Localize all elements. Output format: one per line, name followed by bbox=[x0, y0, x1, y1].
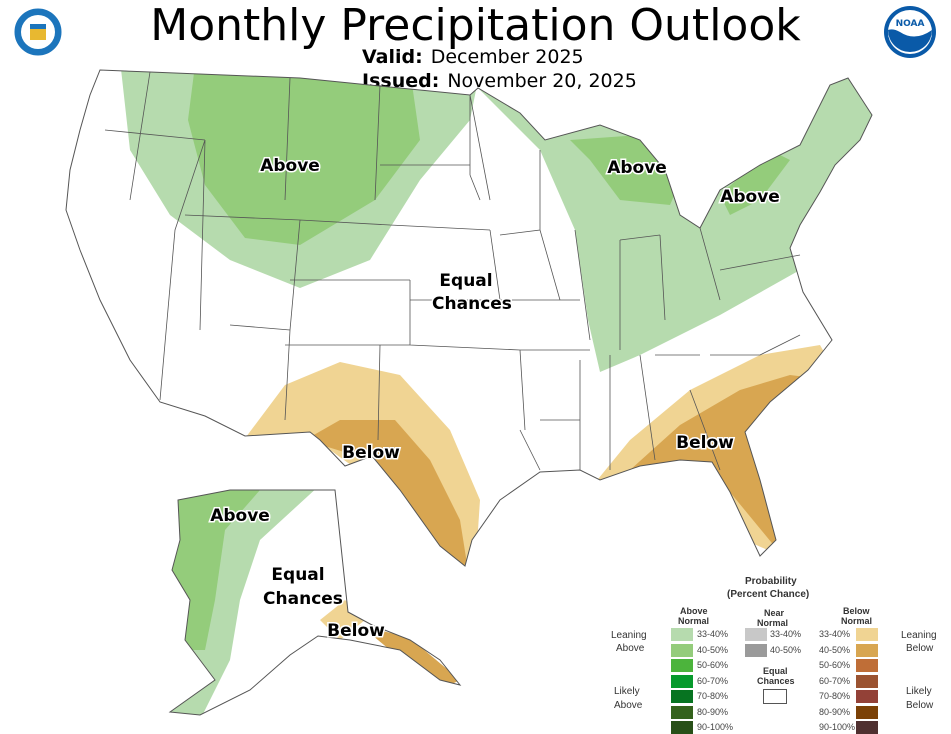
commerce-seal-logo bbox=[13, 7, 63, 57]
equal-chances-label: Equal bbox=[763, 666, 788, 676]
above-header-2: Normal bbox=[678, 616, 710, 626]
leaning-above-label-2: Above bbox=[616, 643, 645, 654]
above-normal-swatch bbox=[671, 705, 693, 719]
below-header: Below bbox=[843, 606, 870, 616]
likely-above-label-2: Above bbox=[614, 700, 643, 711]
label-mi-above: Above bbox=[607, 158, 667, 178]
label-chances: Chances bbox=[432, 294, 512, 314]
above-normal-swatch bbox=[671, 721, 693, 734]
above-normal-swatch bbox=[671, 690, 693, 703]
above-normal-swatch bbox=[671, 674, 693, 688]
region-sw-below-40-50 bbox=[305, 420, 468, 566]
label-se-below: Below bbox=[676, 433, 734, 453]
noaa-logo: NOAA bbox=[884, 6, 936, 58]
near-header: Near bbox=[764, 608, 785, 618]
near-normal-range: 40-50% bbox=[770, 644, 802, 655]
label-ak-chances: Chances bbox=[263, 589, 343, 609]
likely-below-label-2: Below bbox=[906, 700, 934, 711]
legend-title: Probability bbox=[745, 576, 797, 587]
below-normal-swatch bbox=[856, 643, 878, 657]
label-sw-below: Below bbox=[342, 443, 400, 463]
valid-line: Valid: December 2025 bbox=[362, 46, 584, 68]
near-normal-range: 33-40% bbox=[770, 629, 802, 639]
label-ne-above: Above bbox=[720, 187, 780, 207]
above-normal-swatch bbox=[671, 659, 693, 672]
above-normal-swatch bbox=[671, 628, 693, 641]
below-normal-range: 70-80% bbox=[819, 691, 851, 701]
below-normal-swatch bbox=[856, 659, 878, 672]
legend-subtitle: (Percent Chance) bbox=[727, 589, 810, 600]
leaning-below-label-2: Below bbox=[906, 643, 934, 654]
leaning-below-label: Leaning bbox=[901, 630, 937, 641]
below-normal-swatch bbox=[856, 690, 878, 703]
equal-chances-swatch bbox=[763, 689, 787, 704]
region-ny-above-40-50 bbox=[720, 150, 790, 215]
near-normal-swatch bbox=[745, 628, 767, 641]
label-nw-above: Above bbox=[260, 156, 320, 176]
below-normal-range: 33-40% bbox=[819, 629, 851, 639]
above-normal-range: 90-100% bbox=[697, 722, 734, 732]
likely-above-label: Likely bbox=[614, 686, 640, 697]
below-normal-range: 50-60% bbox=[819, 660, 851, 670]
below-normal-swatch bbox=[856, 674, 878, 688]
below-normal-range: 60-70% bbox=[819, 675, 851, 686]
below-normal-swatch bbox=[856, 628, 878, 641]
valid-value: December 2025 bbox=[430, 46, 584, 68]
svg-text:NOAA: NOAA bbox=[896, 19, 925, 29]
above-normal-range: 40-50% bbox=[697, 644, 729, 655]
near-header-2: Normal bbox=[757, 618, 789, 628]
below-header-2: Normal bbox=[841, 616, 873, 626]
valid-label: Valid: bbox=[362, 46, 423, 68]
below-normal-swatch bbox=[856, 705, 878, 719]
issued-line: Issued: November 20, 2025 bbox=[362, 70, 637, 92]
label-equal: Equal bbox=[439, 271, 492, 291]
leaning-above-label: Leaning bbox=[611, 630, 647, 641]
page-title: Monthly Precipitation Outlook bbox=[150, 0, 801, 51]
label-ak-above: Above bbox=[210, 506, 270, 526]
near-normal-swatch bbox=[745, 643, 767, 657]
above-normal-range: 60-70% bbox=[697, 675, 729, 686]
above-normal-range: 50-60% bbox=[697, 660, 729, 670]
below-normal-range: 80-90% bbox=[819, 706, 851, 717]
state-borders bbox=[104, 71, 801, 471]
above-normal-range: 70-80% bbox=[697, 691, 729, 701]
below-normal-range: 40-50% bbox=[819, 644, 851, 655]
likely-below-label: Likely bbox=[906, 686, 932, 697]
below-normal-swatch bbox=[856, 721, 878, 734]
below-normal-range: 90-100% bbox=[819, 722, 856, 732]
label-ak-equal: Equal bbox=[271, 565, 324, 585]
above-normal-swatch bbox=[671, 643, 693, 657]
above-normal-range: 80-90% bbox=[697, 706, 729, 717]
equal-chances-label-2: Chances bbox=[757, 676, 795, 686]
above-header: Above bbox=[680, 606, 708, 616]
issued-value: November 20, 2025 bbox=[447, 70, 637, 92]
label-ak-below: Below bbox=[327, 621, 385, 641]
region-nw-above-40-50 bbox=[188, 70, 420, 245]
above-normal-range: 33-40% bbox=[697, 629, 729, 639]
